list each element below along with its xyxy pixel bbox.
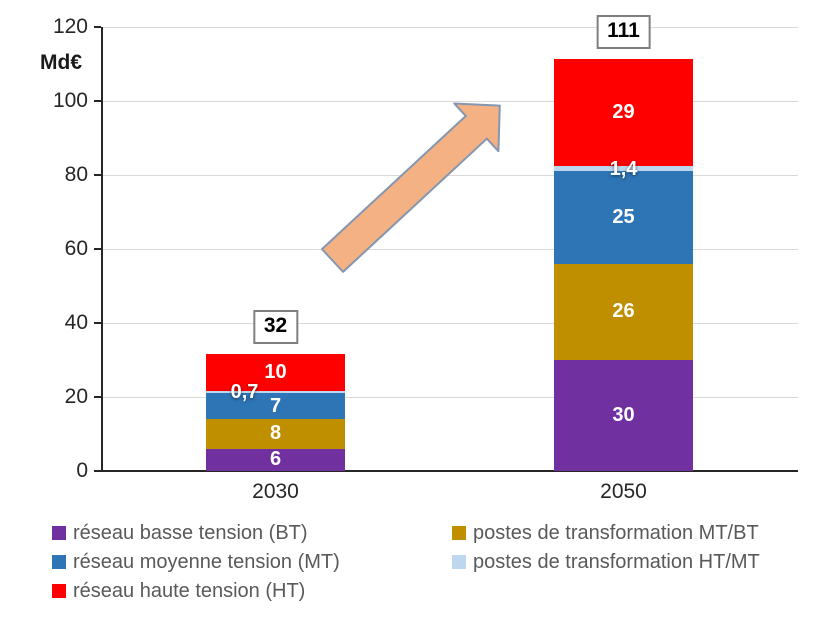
legend-label: postes de transformation HT/MT (473, 551, 760, 573)
bar-segment: 29 (554, 58, 693, 167)
bar-segment: 26 (554, 263, 693, 360)
gridline (102, 323, 798, 324)
segment-value-label: 6 (269, 448, 282, 471)
bar-segment: 8 (206, 419, 345, 449)
gridline (102, 175, 798, 176)
bar-segment (554, 166, 693, 172)
y-axis-tick (94, 396, 101, 398)
segment-value-label: 25 (612, 206, 635, 229)
legend-swatch (452, 555, 466, 569)
gridline (102, 249, 798, 250)
y-axis-tick (94, 100, 101, 102)
legend-label: réseau basse tension (BT) (73, 522, 308, 544)
gridline (102, 397, 798, 398)
legend-item: réseau basse tension (BT) (52, 521, 452, 545)
total-label-box: 32 (252, 309, 299, 344)
legend-swatch (52, 584, 66, 598)
bar-segment (206, 390, 345, 394)
y-axis-tick (94, 174, 101, 176)
legend-swatch (452, 526, 466, 540)
x-axis-label: 2050 (600, 480, 647, 503)
legend-item: postes de transformation HT/MT (452, 550, 812, 574)
y-axis-tick (94, 322, 101, 324)
y-axis-label: 0 (76, 459, 88, 482)
gridline (102, 27, 798, 28)
y-axis-label: 40 (64, 311, 88, 334)
gridline (102, 101, 798, 102)
bar-segment: 30 (554, 360, 693, 471)
y-axis-label: 100 (52, 89, 88, 112)
segment-value-label: 0,7 (230, 381, 259, 403)
y-axis-tick (94, 248, 101, 250)
segment-value-label: 8 (269, 422, 282, 445)
y-axis-label: 60 (64, 237, 88, 260)
total-label-box: 111 (596, 14, 651, 49)
bar-segment: 25 (554, 171, 693, 264)
legend-label: réseau haute tension (HT) (73, 580, 306, 602)
x-axis-label: 2030 (252, 480, 299, 503)
legend-swatch (52, 555, 66, 569)
bar-segment: 6 (206, 448, 345, 471)
legend-label: réseau moyenne tension (MT) (73, 551, 340, 573)
y-axis-label: 80 (64, 163, 88, 186)
segment-value-label: 30 (612, 404, 635, 426)
segment-value-label: 29 (612, 100, 635, 123)
segment-value-label: 26 (612, 300, 635, 323)
y-axis-label: 20 (64, 385, 88, 408)
segment-value-label: 7 (269, 394, 282, 417)
legend-swatch (52, 526, 66, 540)
legend-item: postes de transformation MT/BT (452, 521, 812, 545)
bar-segment: 7 (206, 393, 345, 420)
legend-item: réseau moyenne tension (MT) (52, 550, 452, 574)
segment-value-label: 10 (264, 360, 287, 383)
segment-value-label: 1,4 (609, 157, 638, 180)
y-axis-line (101, 27, 103, 471)
legend: réseau basse tension (BT) postes de trans… (52, 521, 812, 603)
legend-item: réseau haute tension (HT) (52, 579, 452, 603)
legend-label: postes de transformation MT/BT (473, 522, 759, 544)
x-axis-line (95, 470, 798, 472)
bar-segment: 10 (206, 353, 345, 391)
y-axis-unit-label: Md€ (40, 51, 82, 74)
y-axis-tick (94, 26, 101, 28)
y-axis-label: 120 (52, 15, 88, 38)
